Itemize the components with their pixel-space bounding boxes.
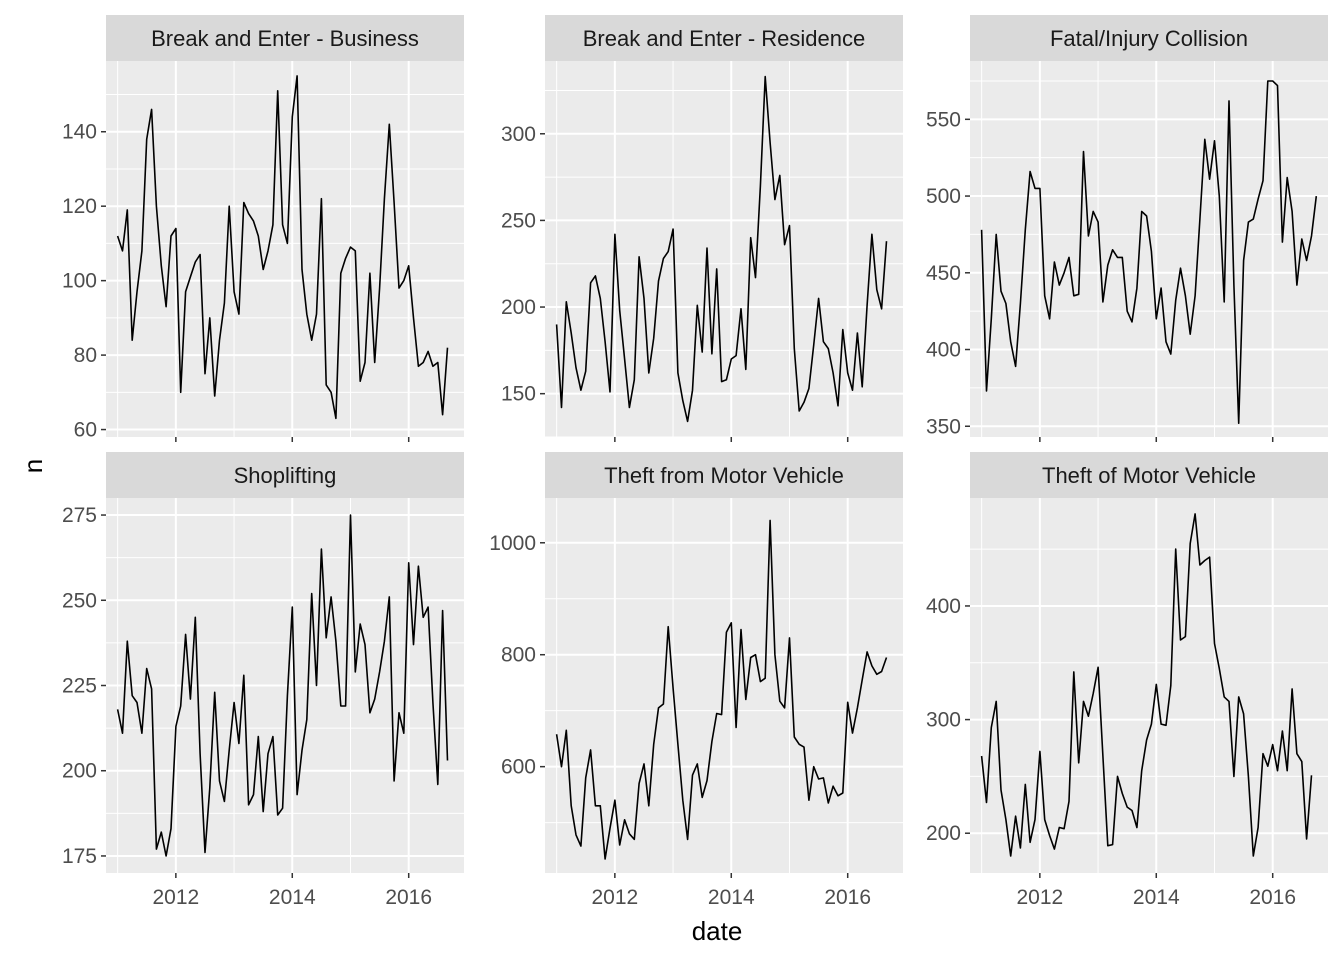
y-tick-label: 275 <box>62 504 97 527</box>
panel-title: Break and Enter - Residence <box>583 26 866 51</box>
series-line <box>555 519 888 860</box>
y-tick-label: 800 <box>501 644 536 667</box>
x-tick-label: 2014 <box>269 886 316 909</box>
y-tick-label: 600 <box>501 756 536 779</box>
panel-strip <box>545 15 903 61</box>
panel-title: Break and Enter - Business <box>151 26 419 51</box>
y-tick-label: 175 <box>62 845 97 868</box>
y-tick-label: 80 <box>74 344 97 367</box>
y-tick-label: 200 <box>62 760 97 783</box>
y-tick-label: 500 <box>926 185 961 208</box>
x-tick-label: 2016 <box>824 886 871 909</box>
y-tick-label: 550 <box>926 108 961 131</box>
y-axis-title: n <box>18 459 48 473</box>
y-tick-label: 60 <box>74 419 97 442</box>
panel-5: Theft from Motor Vehicle 600 800 1000 2012 20… <box>489 452 903 909</box>
x-tick-label: 2014 <box>1133 886 1180 909</box>
y-tick-label: 450 <box>926 262 961 285</box>
panel-title: Fatal/Injury Collision <box>1050 26 1248 51</box>
y-tick-label: 140 <box>62 121 97 144</box>
panel-3: Fatal/Injury Collision 350 400 450 500 550 <box>926 15 1328 442</box>
panel-background <box>545 61 903 437</box>
y-tick-label: 400 <box>926 339 961 362</box>
panel-strip <box>545 452 903 498</box>
panel-6: Theft of Motor Vehicle 200 300 400 2012 2014 2… <box>926 452 1328 909</box>
y-tick-label: 200 <box>501 296 536 319</box>
y-tick-label: 200 <box>926 822 961 845</box>
series-line <box>555 75 888 423</box>
y-tick-label: 300 <box>501 123 536 146</box>
x-axis-title: date <box>692 916 743 946</box>
x-tick-label: 2014 <box>708 886 755 909</box>
y-tick-label: 400 <box>926 595 961 618</box>
panel-background <box>970 498 1328 873</box>
panel-background <box>970 61 1328 437</box>
x-tick-label: 2016 <box>1249 886 1296 909</box>
x-tick-label: 2012 <box>152 886 199 909</box>
y-tick-label: 120 <box>62 195 97 218</box>
x-tick-label: 2016 <box>385 886 432 909</box>
panel-title: Theft from Motor Vehicle <box>604 463 844 488</box>
panel-2: Break and Enter - Residence 150 200 250 300 <box>501 15 903 442</box>
y-tick-label: 100 <box>62 270 97 293</box>
y-tick-label: 250 <box>62 589 97 612</box>
series-line <box>116 514 449 857</box>
y-tick-label: 250 <box>501 209 536 232</box>
panel-1: Break and Enter - Business 60 80 100 120 140 <box>62 15 464 442</box>
y-tick-label: 300 <box>926 709 961 732</box>
panel-title: Theft of Motor Vehicle <box>1042 463 1256 488</box>
panel-title: Shoplifting <box>234 463 337 488</box>
panels-layer: Break and Enter - Business6080100120140B… <box>62 15 1328 909</box>
panel-4: Shoplifting 175 200 225 250 275 2012 2014 2016 <box>62 452 464 909</box>
panel-strip <box>106 15 464 61</box>
panel-strip <box>970 15 1328 61</box>
y-tick-label: 1000 <box>489 532 536 555</box>
panel-background <box>106 61 464 437</box>
panel-strip <box>106 452 464 498</box>
series-line <box>980 80 1318 425</box>
y-tick-label: 225 <box>62 675 97 698</box>
panel-strip <box>970 452 1328 498</box>
y-tick-label: 150 <box>501 383 536 406</box>
y-tick-label: 350 <box>926 415 961 438</box>
x-tick-label: 2012 <box>591 886 638 909</box>
x-tick-label: 2012 <box>1016 886 1063 909</box>
series-line <box>980 513 1313 857</box>
series-line <box>116 75 449 420</box>
